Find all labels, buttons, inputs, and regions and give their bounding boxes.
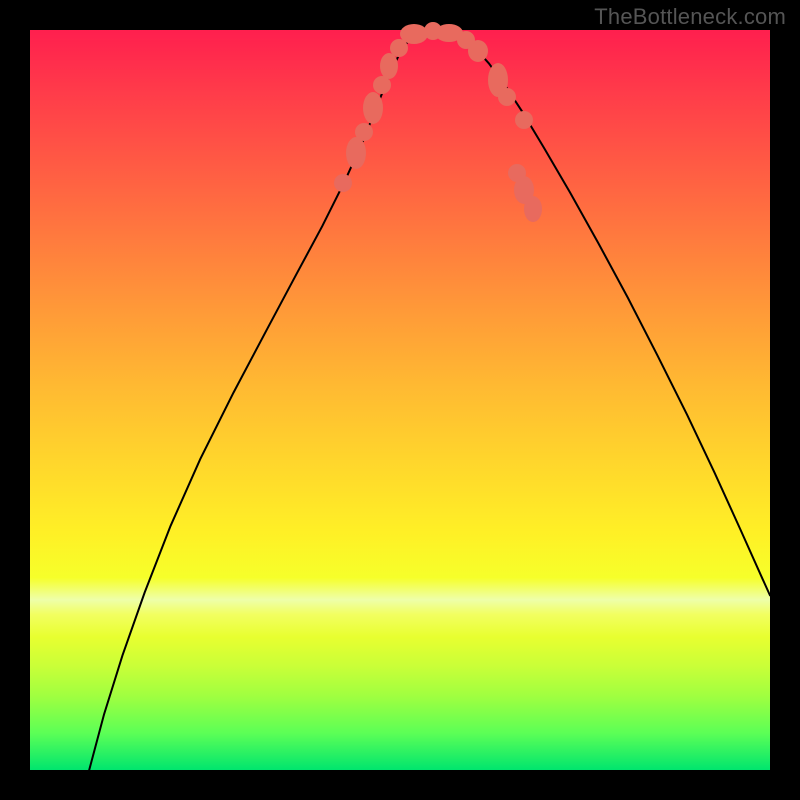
curve-marker [468, 40, 488, 62]
curve-left-branch [89, 30, 423, 770]
watermark-text: TheBottleneck.com [594, 4, 786, 29]
curve-marker [524, 196, 542, 222]
curve-marker [355, 123, 373, 141]
curve-marker [380, 53, 398, 79]
bottleneck-curve [30, 30, 770, 770]
curve-marker [346, 137, 366, 169]
figure-canvas: TheBottleneck.com [0, 0, 800, 800]
curve-marker [498, 88, 516, 106]
curve-marker [515, 111, 533, 129]
curve-marker [363, 92, 383, 124]
watermark: TheBottleneck.com [594, 4, 786, 30]
curve-right-branch [424, 30, 770, 595]
plot-area [30, 30, 770, 770]
curve-marker [334, 174, 352, 192]
